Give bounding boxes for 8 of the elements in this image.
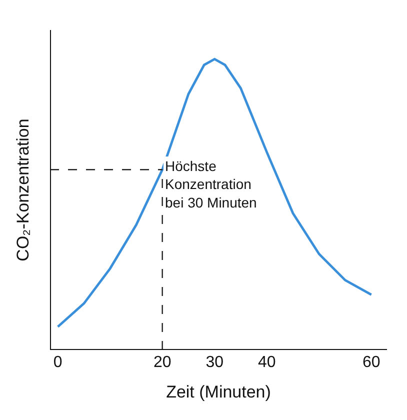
x-tick-label: 30 bbox=[206, 354, 224, 371]
x-tick-label: 0 bbox=[53, 354, 62, 371]
x-tick-label: 60 bbox=[362, 354, 380, 371]
x-axis-title: Zeit (Minuten) bbox=[166, 382, 271, 402]
x-tick-label: 40 bbox=[258, 354, 276, 371]
x-tick-label: 20 bbox=[153, 354, 172, 371]
y-axis-title: CO₂-Konzentration bbox=[14, 118, 33, 262]
annotation: Höchste Konzentration bei 30 Minuten bbox=[165, 158, 257, 210]
